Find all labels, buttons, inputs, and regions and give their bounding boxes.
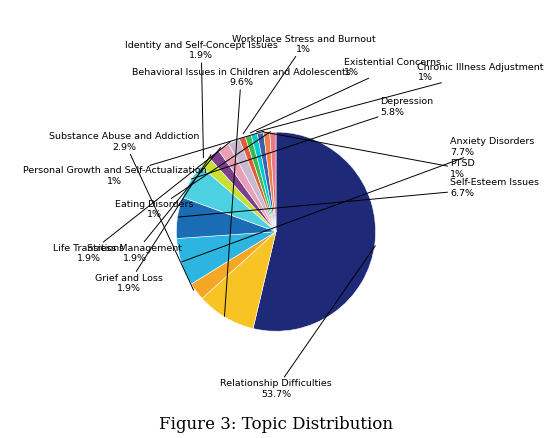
Wedge shape [177,232,276,284]
Wedge shape [263,132,276,232]
Text: Life Transitions
1.9%: Life Transitions 1.9% [53,141,231,263]
Wedge shape [253,132,375,331]
Wedge shape [245,135,276,232]
Text: Depression
5.8%: Depression 5.8% [191,98,434,179]
Wedge shape [219,144,276,232]
Text: Workplace Stress and Burnout
1%: Workplace Stress and Burnout 1% [232,35,376,134]
Wedge shape [201,158,276,232]
Text: Self-Esteem Issues
6.7%: Self-Esteem Issues 6.7% [178,178,539,217]
Text: Grief and Loss
1.9%: Grief and Loss 1.9% [94,155,211,293]
Wedge shape [257,133,276,232]
Text: Substance Abuse and Addiction
2.9%: Substance Abuse and Addiction 2.9% [50,132,200,290]
Wedge shape [177,198,276,239]
Wedge shape [270,132,276,232]
Text: Existential Concerns
1%: Existential Concerns 1% [250,58,440,133]
Wedge shape [251,134,276,232]
Text: Stress Management
1.9%: Stress Management 1.9% [87,148,221,263]
Wedge shape [209,150,276,232]
Text: Anxiety Disorders
7.7%: Anxiety Disorders 7.7% [182,137,535,262]
Wedge shape [202,232,276,328]
Text: Eating Disorders
1%: Eating Disorders 1% [115,132,270,219]
Wedge shape [229,139,276,232]
Text: Chronic Illness Adjustment
1%: Chronic Illness Adjustment 1% [257,63,544,132]
Text: Identity and Self-Concept Issues
1.9%: Identity and Self-Concept Issues 1.9% [125,41,278,158]
Wedge shape [183,166,276,232]
Text: Relationship Difficulties
53.7%: Relationship Difficulties 53.7% [220,246,375,399]
Text: Figure 3: Topic Distribution: Figure 3: Topic Distribution [159,416,393,433]
Wedge shape [191,232,276,298]
Wedge shape [240,137,276,232]
Text: Behavioral Issues in Children and Adolescents
9.6%: Behavioral Issues in Children and Adoles… [132,67,351,316]
Text: Personal Growth and Self-Actualization
1%: Personal Growth and Self-Actualization 1… [23,131,264,186]
Text: PTSD
1%: PTSD 1% [263,132,475,179]
